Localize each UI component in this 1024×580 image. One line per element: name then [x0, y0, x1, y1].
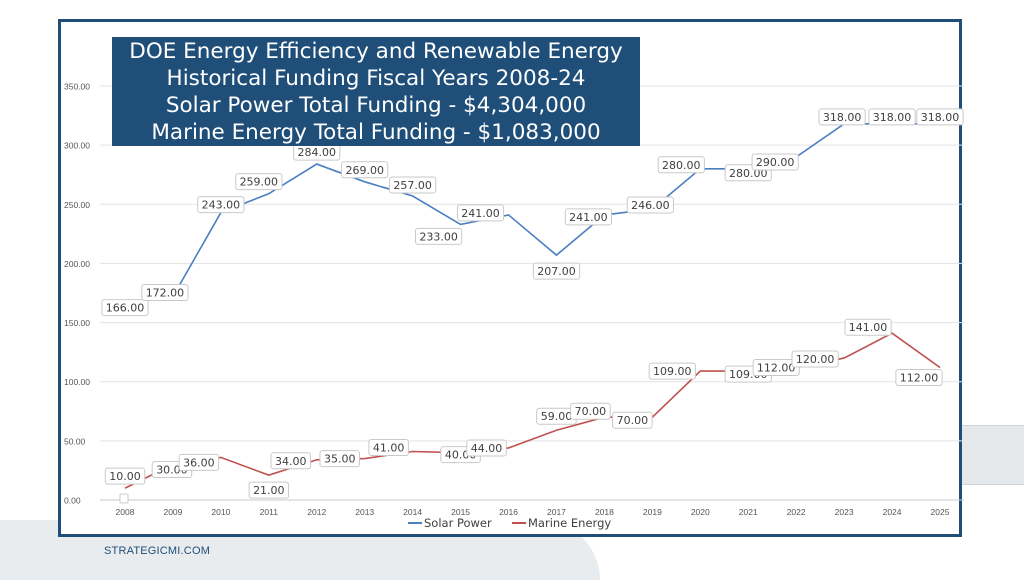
data-label-marine: 21.00	[253, 484, 285, 497]
data-label-box-solar	[341, 161, 389, 179]
data-label-box-marine	[895, 369, 943, 387]
x-tick-label: 2017	[547, 507, 566, 517]
x-tick-label: 2012	[307, 507, 326, 517]
x-tick-label: 2011	[260, 507, 279, 517]
data-label-box-solar	[235, 173, 283, 191]
data-label-box-marine	[844, 318, 892, 336]
data-label-marine: 109.00	[653, 365, 692, 378]
chart-title-box: DOE Energy Efficiency and Renewable Ener…	[112, 37, 640, 146]
x-tick-label: 2018	[595, 507, 614, 517]
data-label-box-solar	[414, 227, 463, 245]
data-label-solar: 241.00	[461, 207, 500, 220]
data-label-box-solar	[751, 153, 799, 171]
series-line-solar-power	[124, 123, 940, 305]
data-label-marine: 59.00	[541, 410, 573, 423]
data-label-solar: 233.00	[419, 230, 458, 243]
x-tick-label: 2022	[787, 507, 806, 517]
x-tick-label: 2010	[211, 507, 230, 517]
data-label-box-marine	[466, 439, 507, 457]
data-label-box-solar	[101, 299, 149, 317]
x-tick-label: 2015	[451, 507, 470, 517]
y-tick-label: 300.00	[64, 141, 90, 151]
data-label-solar: 241.00	[569, 211, 608, 224]
data-label-box-solar	[532, 262, 581, 280]
data-label-box-solar	[916, 108, 964, 126]
data-label-solar: 318.00	[823, 111, 862, 124]
x-tick-label: 2025	[931, 507, 950, 517]
y-tick-label: 250.00	[64, 200, 90, 210]
background-shape-right	[953, 425, 1024, 485]
data-label-marine: 70.00	[575, 405, 607, 418]
data-label-solar: 207.00	[537, 265, 576, 278]
data-label-box-solar	[818, 108, 866, 126]
data-label-marine: 10.00	[109, 470, 141, 483]
data-label-box-marine	[791, 350, 839, 368]
data-label-box-marine	[648, 362, 696, 380]
y-tick-label: 0.00	[64, 496, 81, 506]
data-label-solar: 318.00	[873, 111, 912, 124]
data-label-solar: 166.00	[106, 302, 145, 315]
x-tick-label: 2019	[643, 507, 662, 517]
x-tick-label: 2020	[691, 507, 710, 517]
data-label-solar: 246.00	[631, 199, 670, 212]
chart-title-line-4: Marine Energy Total Funding - $1,083,000	[151, 120, 601, 145]
y-tick-label: 50.00	[64, 436, 86, 446]
chart-title-line-3: Solar Power Total Funding - $4,304,000	[165, 93, 587, 118]
data-label-solar: 172.00	[146, 287, 185, 300]
data-label-marine: 35.00	[324, 453, 356, 466]
data-label-box-solar	[868, 108, 916, 126]
data-label-box-solar	[389, 176, 437, 194]
legend-label: Solar Power	[424, 516, 492, 530]
x-tick-label: 2009	[163, 507, 182, 517]
data-label-box-marine	[319, 450, 360, 468]
data-label-box-solar	[657, 156, 705, 174]
data-label-box-marine	[270, 452, 312, 470]
data-label-marine: 44.00	[471, 442, 503, 455]
data-label-marine: 141.00	[849, 321, 888, 334]
data-label-marine: 34.00	[275, 455, 307, 468]
axis-marker-box	[119, 493, 129, 504]
data-label-marine: 41.00	[373, 442, 405, 455]
x-tick-label: 2024	[883, 507, 902, 517]
data-label-box-marine	[368, 439, 409, 457]
x-tick-label: 2008	[116, 507, 135, 517]
x-tick-label: 2023	[835, 507, 854, 517]
data-label-box-solar	[197, 196, 245, 214]
x-tick-label: 2014	[403, 507, 422, 517]
data-label-marine: 112.00	[757, 362, 796, 375]
y-tick-label: 100.00	[64, 377, 90, 387]
data-label-box-marine	[178, 453, 220, 471]
data-label-marine: 112.00	[900, 372, 939, 385]
y-tick-label: 350.00	[64, 82, 90, 92]
legend-label: Marine Energy	[528, 516, 611, 530]
data-label-solar: 318.00	[921, 111, 960, 124]
data-label-solar: 269.00	[345, 164, 384, 177]
data-label-box-solar	[564, 208, 613, 226]
y-tick-label: 150.00	[64, 318, 90, 328]
x-tick-label: 2016	[499, 507, 518, 517]
data-label-marine: 36.00	[183, 456, 215, 469]
data-label-box-marine	[612, 411, 653, 429]
data-label-box-solar	[456, 204, 505, 222]
data-label-solar: 259.00	[240, 176, 279, 189]
data-label-box-marine	[248, 481, 290, 499]
data-label-box-solar	[141, 284, 189, 302]
data-label-marine: 120.00	[796, 353, 835, 366]
chart-title-line-2: Historical Funding Fiscal Years 2008-24	[166, 66, 586, 91]
data-label-box-marine	[570, 402, 611, 420]
data-label-solar: 284.00	[298, 146, 337, 159]
chart-title-line-1: DOE Energy Efficiency and Renewable Ener…	[129, 39, 623, 64]
x-tick-label: 2013	[355, 507, 374, 517]
x-tick-label: 2021	[739, 507, 758, 517]
data-label-solar: 290.00	[756, 156, 795, 169]
data-label-solar: 257.00	[393, 179, 432, 192]
footer-website-link[interactable]: STRATEGICMI.COM	[104, 545, 211, 557]
y-tick-label: 200.00	[64, 259, 90, 269]
data-label-marine: 70.00	[617, 414, 649, 427]
data-label-box-marine	[104, 467, 146, 485]
data-label-solar: 280.00	[662, 159, 701, 172]
data-label-box-solar	[626, 196, 674, 214]
data-label-solar: 243.00	[202, 199, 241, 212]
